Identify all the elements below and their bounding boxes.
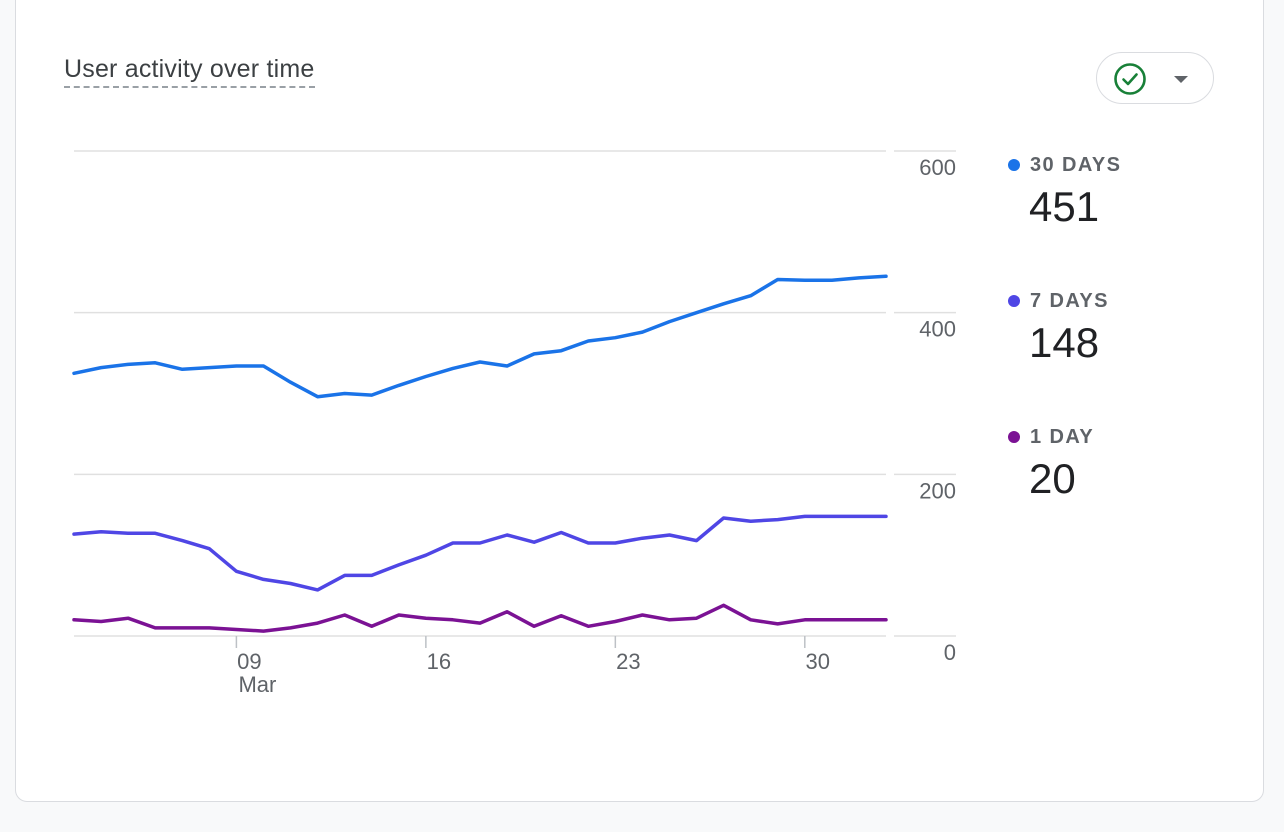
caret-down-icon [1174, 76, 1188, 83]
legend-value: 451 [1029, 183, 1100, 230]
x-tick-label: 16 [427, 649, 451, 674]
x-tick-label: 23 [616, 649, 640, 674]
legend-label: 1 DAY [1030, 425, 1095, 448]
legend-item[interactable]: 1 DAY 20 [1008, 425, 1094, 503]
x-tick-label: 30 [806, 649, 830, 674]
legend-label: 30 DAYS [1030, 153, 1122, 176]
legend-label-row: 30 DAYS [1008, 153, 1121, 177]
y-tick-label: 400 [919, 317, 956, 342]
status-dropdown-button[interactable] [1096, 52, 1214, 104]
legend-value: 20 [1029, 455, 1076, 502]
legend-label: 7 DAYS [1030, 289, 1109, 312]
legend-dot-icon [1008, 431, 1020, 443]
legend-dot-icon [1008, 295, 1020, 307]
series-line-30-days [72, 274, 888, 399]
legend-item[interactable]: 30 DAYS 451 [1008, 153, 1121, 231]
legend-item[interactable]: 7 DAYS 148 [1008, 289, 1109, 367]
card-title[interactable]: User activity over time [64, 54, 315, 88]
user-activity-card [15, 0, 1264, 802]
x-tick-label: 09 [237, 649, 261, 674]
y-tick-label: 0 [944, 640, 956, 665]
legend-label-row: 7 DAYS [1008, 289, 1109, 313]
y-tick-label: 600 [919, 155, 956, 180]
legend-dot-icon [1008, 159, 1020, 171]
series-line-7-days [72, 514, 888, 592]
legend-value: 148 [1029, 319, 1100, 366]
y-tick-label: 200 [919, 478, 956, 503]
x-tick-sublabel: Mar [238, 672, 276, 697]
series-line-1-day [72, 603, 888, 633]
check-circle-icon [1114, 63, 1146, 95]
legend-label-row: 1 DAY [1008, 425, 1094, 449]
